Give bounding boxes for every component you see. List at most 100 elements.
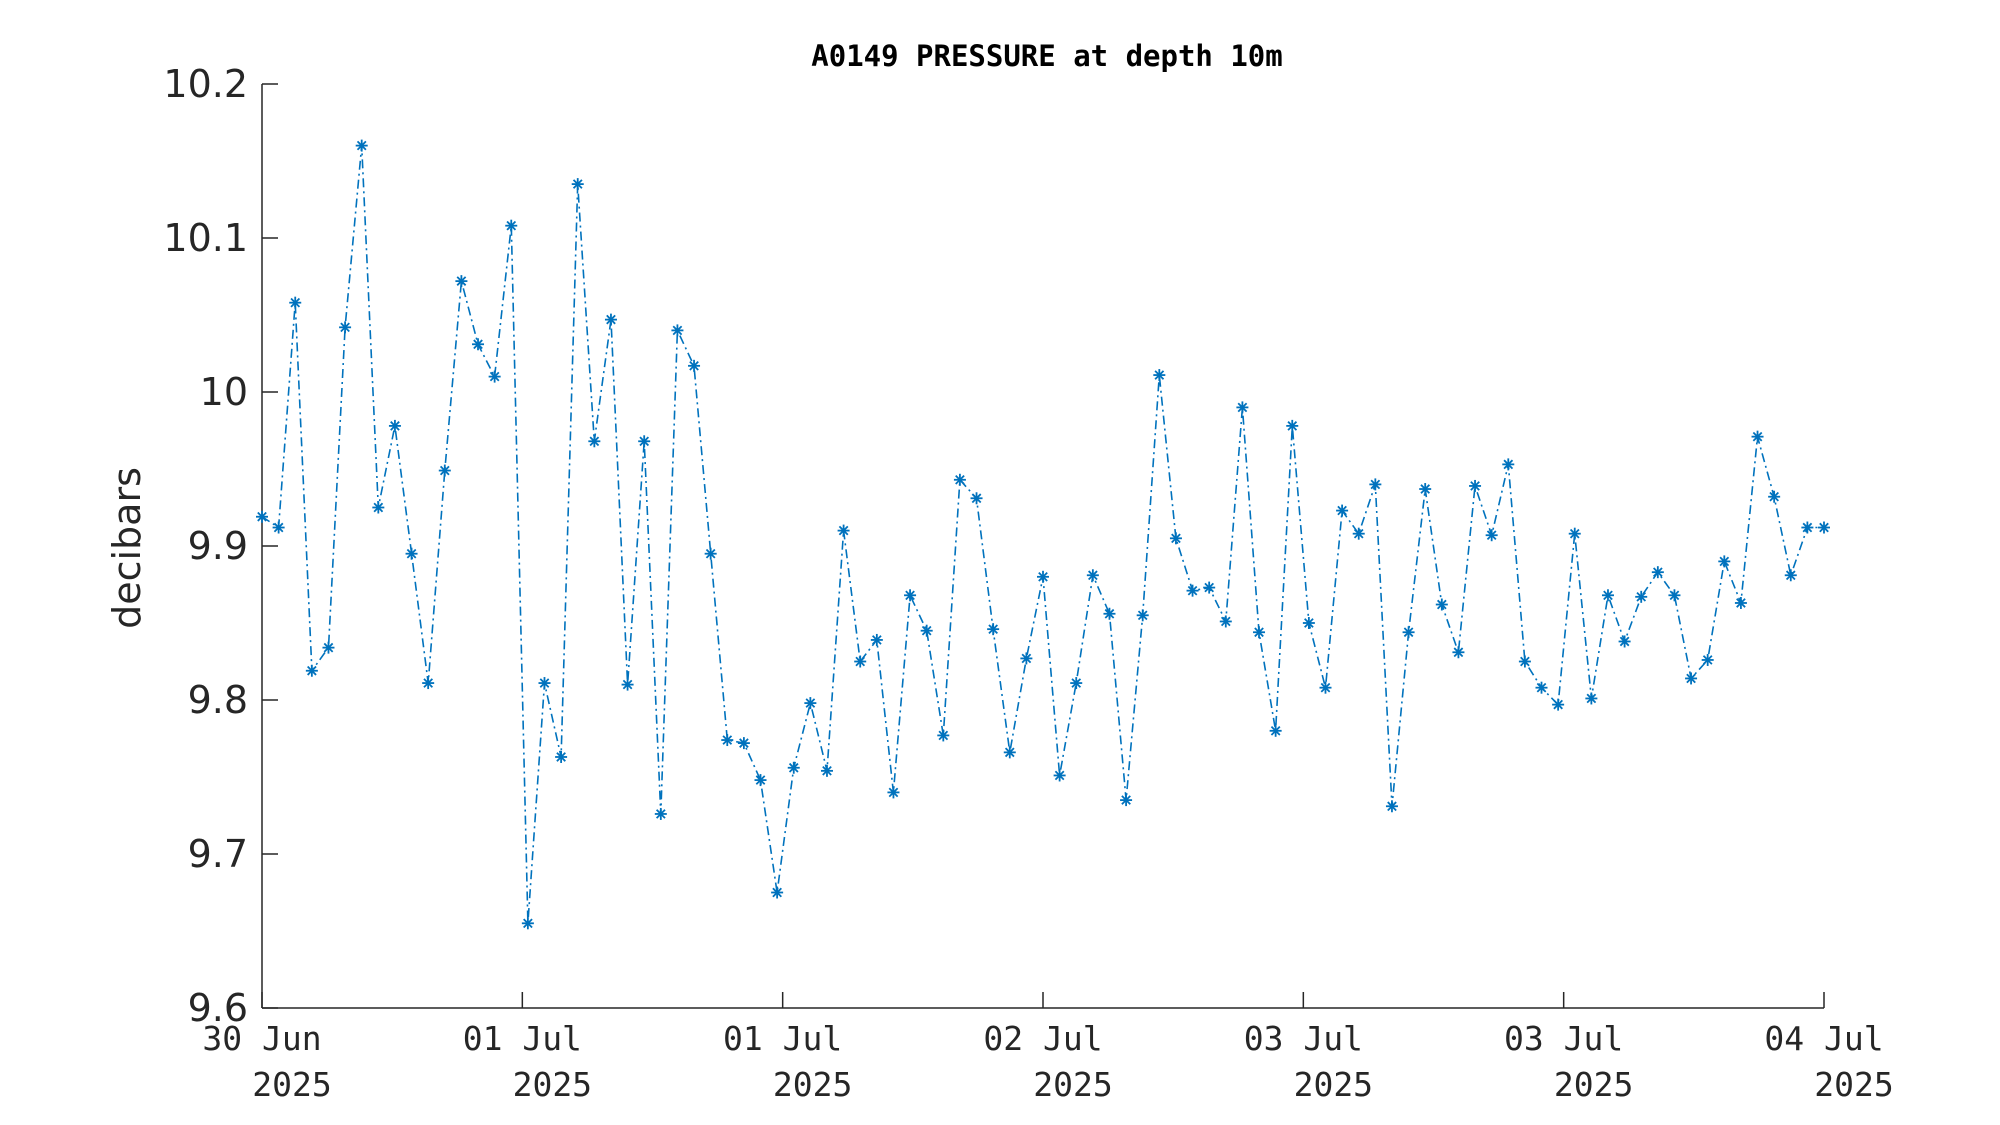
data-point-marker bbox=[1701, 653, 1714, 666]
data-point-marker bbox=[272, 521, 285, 534]
data-point-marker bbox=[1037, 570, 1049, 583]
data-point-marker bbox=[887, 786, 900, 799]
pressure-series-markers bbox=[256, 139, 1830, 930]
data-point-marker bbox=[588, 435, 601, 448]
data-point-marker bbox=[372, 501, 385, 514]
data-point-marker bbox=[1053, 769, 1066, 782]
data-point-marker bbox=[1203, 581, 1216, 594]
data-point-marker bbox=[621, 678, 634, 691]
y-tick-label: 9.8 bbox=[188, 678, 248, 722]
data-point-marker bbox=[1219, 615, 1232, 628]
data-point-marker bbox=[771, 886, 784, 899]
data-point-marker bbox=[671, 324, 684, 337]
data-point-marker bbox=[472, 338, 485, 351]
y-tick-label: 9.9 bbox=[188, 524, 248, 568]
y-tick-label: 9.6 bbox=[188, 986, 248, 1030]
x-tick-label-day: 01 Jul bbox=[463, 1019, 582, 1058]
data-point-marker bbox=[953, 473, 966, 486]
data-point-marker bbox=[1502, 458, 1515, 471]
x-tick-label-year: 2025 bbox=[1294, 1065, 1373, 1104]
data-point-marker bbox=[256, 510, 268, 523]
data-point-marker bbox=[339, 321, 352, 334]
data-point-marker bbox=[1153, 369, 1166, 382]
data-point-marker bbox=[521, 917, 534, 930]
data-point-marker bbox=[571, 178, 584, 191]
data-point-marker bbox=[820, 764, 833, 777]
data-point-marker bbox=[1070, 677, 1083, 690]
data-point-marker bbox=[1269, 724, 1282, 737]
data-point-marker bbox=[1718, 555, 1731, 568]
x-tick-label-day: 02 Jul bbox=[983, 1019, 1102, 1058]
data-point-marker bbox=[1003, 746, 1016, 759]
data-point-marker bbox=[987, 623, 1000, 636]
data-point-marker bbox=[1818, 521, 1830, 534]
x-tick-label-year: 2025 bbox=[773, 1065, 852, 1104]
data-point-marker bbox=[438, 464, 451, 477]
data-point-marker bbox=[1319, 681, 1332, 694]
y-tick-label: 10 bbox=[200, 370, 248, 414]
data-point-marker bbox=[721, 734, 734, 747]
data-point-marker bbox=[1768, 490, 1781, 503]
data-point-marker bbox=[1103, 607, 1116, 620]
data-point-marker bbox=[355, 139, 368, 152]
data-point-marker bbox=[1286, 419, 1299, 432]
data-point-marker bbox=[1568, 527, 1581, 540]
data-point-marker bbox=[1585, 692, 1598, 705]
data-point-marker bbox=[555, 750, 568, 763]
data-point-marker bbox=[704, 547, 717, 560]
data-point-marker bbox=[1302, 617, 1315, 629]
data-point-marker bbox=[455, 275, 468, 288]
data-point-marker bbox=[837, 524, 850, 537]
data-point-marker bbox=[1120, 794, 1133, 807]
data-point-marker bbox=[654, 807, 667, 820]
data-point-marker bbox=[920, 624, 933, 637]
data-point-marker bbox=[1020, 652, 1033, 665]
x-tick-label-year: 2025 bbox=[1033, 1065, 1112, 1104]
y-axis-label: decibars bbox=[105, 467, 149, 629]
data-point-marker bbox=[804, 697, 817, 710]
data-point-marker bbox=[1552, 698, 1565, 711]
data-point-marker bbox=[538, 677, 551, 690]
data-point-marker bbox=[289, 296, 302, 309]
data-point-marker bbox=[1385, 800, 1398, 813]
y-tick-label: 9.7 bbox=[188, 832, 248, 876]
chart-title: A0149 PRESSURE at depth 10m bbox=[811, 39, 1282, 73]
data-point-marker bbox=[1618, 635, 1631, 648]
x-tick-label-year: 2025 bbox=[252, 1065, 331, 1104]
data-point-marker bbox=[1784, 569, 1797, 582]
data-point-marker bbox=[870, 633, 883, 646]
data-point-marker bbox=[1402, 626, 1415, 639]
x-tick-label-year: 2025 bbox=[1814, 1065, 1893, 1104]
x-axis-ticks: 30 Jun 2025 01 Jul 2025 01 Jul 2025 02 Jul 2025… bbox=[202, 992, 1894, 1104]
data-point-marker bbox=[1136, 609, 1149, 622]
data-point-marker bbox=[1801, 521, 1814, 534]
data-point-marker bbox=[1601, 589, 1614, 602]
y-tick-label: 10.2 bbox=[163, 62, 248, 106]
data-point-marker bbox=[422, 677, 435, 690]
data-point-marker bbox=[1651, 566, 1664, 579]
data-point-marker bbox=[305, 664, 318, 677]
data-point-marker bbox=[1169, 532, 1182, 545]
data-point-marker bbox=[1751, 430, 1764, 443]
data-point-marker bbox=[638, 435, 651, 448]
data-point-marker bbox=[1452, 646, 1465, 659]
data-point-marker bbox=[1668, 589, 1681, 602]
x-tick-label-day: 01 Jul bbox=[723, 1019, 842, 1058]
x-tick-label-day: 03 Jul bbox=[1504, 1019, 1623, 1058]
y-axis-ticks: 9.6 9.7 9.8 9.9 10 10.1 10.2 bbox=[163, 62, 278, 1030]
data-point-marker bbox=[1236, 401, 1249, 414]
data-point-marker bbox=[1419, 483, 1432, 496]
data-point-marker bbox=[604, 313, 617, 326]
data-point-marker bbox=[1086, 569, 1099, 582]
x-tick-label-day: 30 Jun bbox=[202, 1019, 321, 1058]
data-point-marker bbox=[754, 774, 767, 787]
data-point-marker bbox=[1186, 584, 1199, 597]
data-point-marker bbox=[1435, 598, 1448, 611]
data-point-marker bbox=[937, 729, 950, 742]
data-point-marker bbox=[1635, 590, 1648, 603]
data-point-marker bbox=[1485, 529, 1498, 542]
data-point-marker bbox=[1469, 479, 1482, 492]
data-point-marker bbox=[1369, 478, 1382, 491]
data-point-marker bbox=[388, 419, 401, 432]
